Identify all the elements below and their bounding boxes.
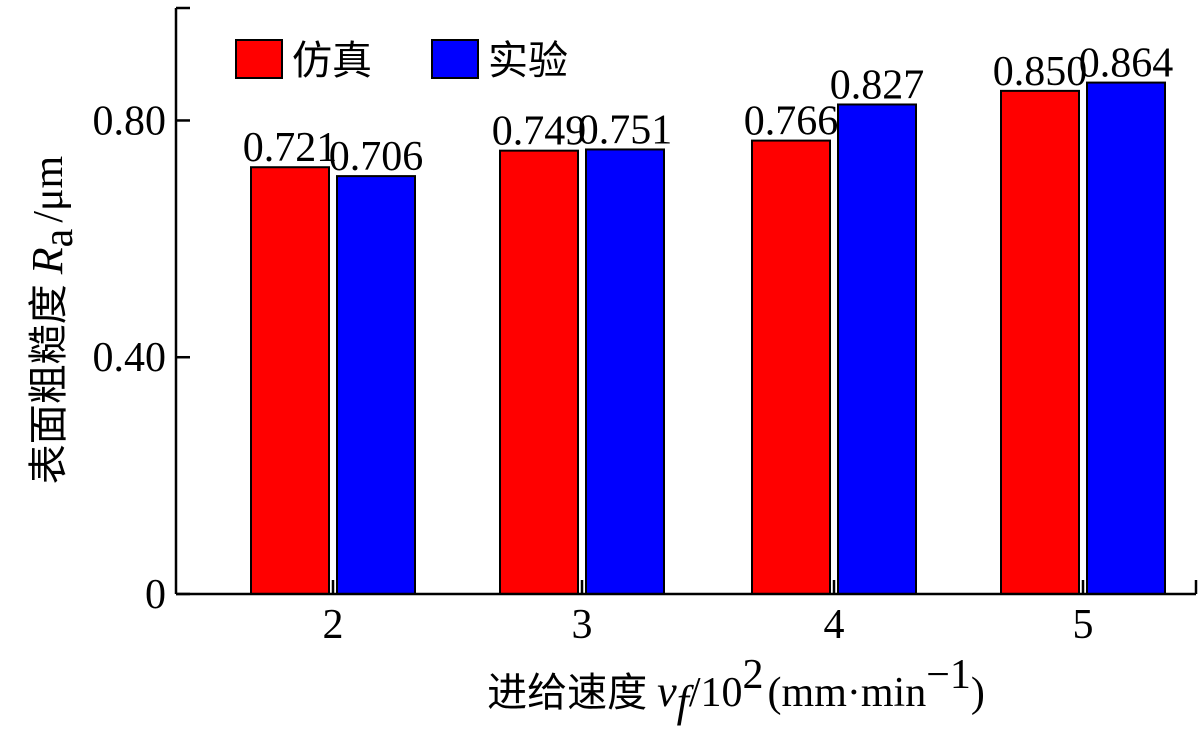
legend-swatch-sim — [235, 39, 283, 79]
y-axis-title-text: 表面粗糙度 — [26, 284, 72, 484]
bar-exp-4 — [837, 103, 917, 596]
svg-text:表面粗糙度Ra/μm: 表面粗糙度 Ra/μm — [23, 155, 82, 484]
x-axis-title: 进给速度 vf/102(mm·min−1) — [487, 652, 985, 726]
bar-exp-5 — [1086, 81, 1166, 595]
bar-sim-3 — [499, 149, 579, 595]
x-tick-label-4: 4 — [824, 602, 845, 648]
y-ticks-layer: 0 0.40 0.80 — [93, 98, 190, 618]
bar-sim-5 — [1000, 89, 1080, 596]
x-axis-title-text: 进给速度 — [487, 670, 647, 716]
value-label-sim-3: 0.749 — [492, 109, 587, 155]
value-label-exp-2: 0.706 — [329, 134, 424, 180]
y-axis-subscript: a — [36, 228, 82, 247]
bars-layer — [250, 81, 1166, 596]
y-axis-title: 表面粗糙度 Ra/μm — [23, 155, 82, 484]
x-axis-unit-close: ) — [971, 670, 985, 716]
y-tick-label: 0.40 — [93, 335, 167, 381]
x-axis-unit: (mm·min — [768, 670, 927, 716]
legend-label-sim: 仿真 — [292, 38, 372, 84]
x-tick-label-3: 3 — [572, 602, 593, 648]
value-label-sim-2: 0.721 — [243, 125, 338, 171]
bar-exp-2 — [336, 175, 416, 596]
value-label-sim-4: 0.766 — [744, 99, 839, 145]
x-axis-exponent: 2 — [743, 652, 764, 698]
x-axis-scale: /10 — [689, 670, 743, 716]
legend: 仿真 实验 — [235, 38, 568, 84]
x-axis-symbol: v — [657, 667, 677, 716]
x-tick-label-5: 5 — [1073, 602, 1094, 648]
x-ticks-layer: 2 3 4 5 — [323, 580, 1094, 648]
bar-exp-3 — [585, 148, 665, 595]
value-label-exp-5: 0.864 — [1079, 41, 1174, 87]
value-label-exp-3: 0.751 — [578, 107, 673, 153]
value-label-sim-5: 0.850 — [993, 49, 1088, 95]
bar-sim-2 — [250, 166, 330, 595]
y-axis-symbol: R — [23, 247, 72, 275]
x-tick-label-2: 2 — [323, 602, 344, 648]
x-axis-unit-exponent: −1 — [926, 652, 971, 698]
y-tick-label: 0 — [145, 572, 166, 618]
y-tick-label: 0.80 — [93, 98, 167, 144]
value-label-exp-4: 0.827 — [830, 62, 925, 108]
y-axis-unit: /μm — [26, 155, 72, 222]
bar-sim-4 — [751, 139, 831, 595]
legend-label-exp: 实验 — [488, 38, 568, 84]
legend-swatch-exp — [431, 39, 479, 79]
